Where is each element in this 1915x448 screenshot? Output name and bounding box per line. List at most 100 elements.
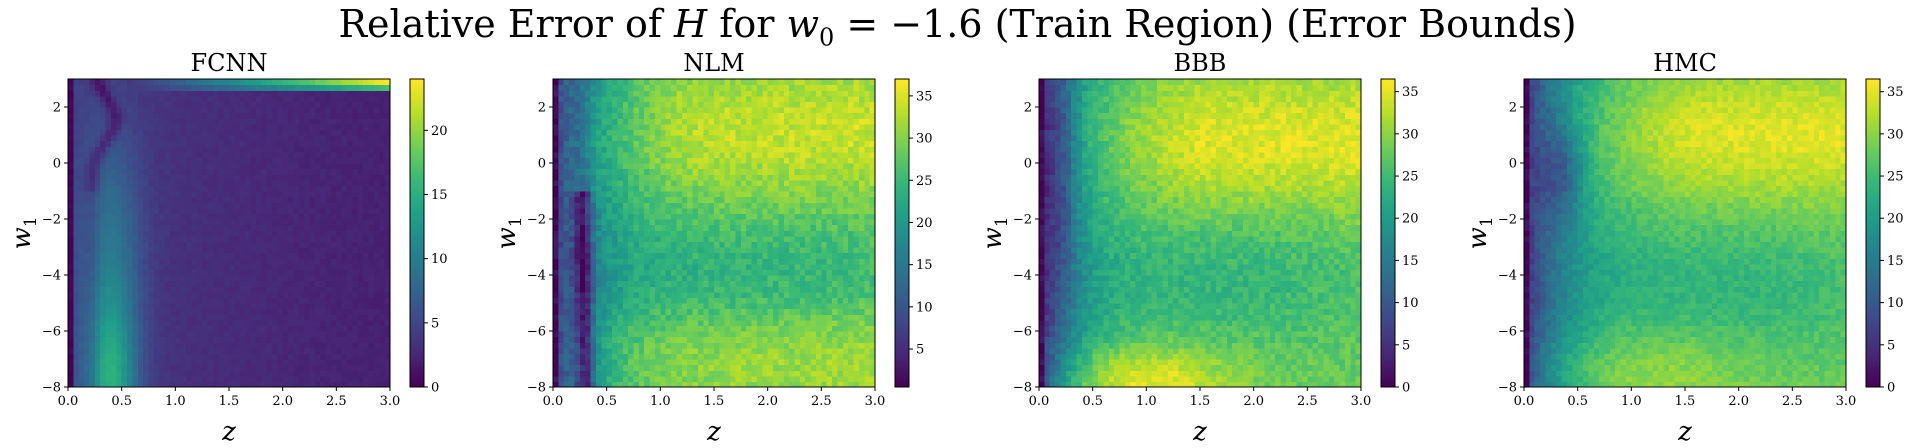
heatmap-cell: [282, 174, 289, 181]
heatmap-cell: [84, 247, 91, 254]
heatmap-cell: [89, 168, 96, 175]
heatmap-cell: [110, 314, 117, 321]
heatmap-cell: [309, 207, 316, 214]
heatmap-cell: [687, 202, 694, 209]
heatmap-cell: [671, 319, 678, 326]
heatmap-cell: [309, 90, 316, 97]
heatmap-cell: [687, 375, 694, 382]
heatmap-cell: [336, 213, 343, 220]
colorbar-segment: [410, 99, 424, 103]
heatmap-cell: [574, 140, 581, 147]
heatmap-cell: [357, 252, 364, 259]
heatmap-cell: [121, 219, 128, 226]
heatmap-cell: [186, 146, 193, 153]
heatmap-cell: [271, 101, 278, 108]
heatmap-cell: [606, 291, 613, 298]
heatmap-cell: [293, 247, 300, 254]
heatmap-cell: [309, 151, 316, 158]
heatmap-cell: [148, 275, 155, 282]
heatmap-cell: [137, 370, 144, 377]
heatmap-cell: [304, 235, 311, 242]
heatmap-cell: [330, 314, 337, 321]
heatmap-cell: [255, 163, 262, 170]
heatmap-cell: [277, 90, 284, 97]
heatmap-cell: [585, 107, 592, 114]
heatmap-cell: [671, 101, 678, 108]
heatmap-cell: [601, 140, 608, 147]
heatmap-cell: [671, 241, 678, 248]
heatmap-cell: [293, 235, 300, 242]
heatmap-cell: [288, 213, 294, 220]
heatmap-cell: [347, 275, 354, 282]
colorbar-segment: [410, 340, 424, 344]
heatmap-cell: [341, 230, 348, 237]
heatmap-cell: [266, 375, 273, 382]
heatmap-cell: [579, 364, 586, 371]
heatmap-cell: [94, 146, 101, 153]
heatmap-cell: [255, 342, 262, 349]
heatmap-cell: [218, 286, 225, 293]
heatmap-cell: [207, 347, 214, 354]
heatmap-cell: [169, 319, 176, 326]
heatmap-cell: [379, 163, 386, 170]
heatmap-cell: [169, 219, 176, 226]
heatmap-cell: [105, 118, 112, 125]
heatmap-cell: [590, 191, 597, 198]
heatmap-cell: [363, 163, 370, 170]
heatmap-cell: [612, 84, 618, 91]
heatmap-cell: [612, 140, 618, 147]
heatmap-cell: [644, 95, 651, 102]
heatmap-cell: [622, 235, 629, 242]
heatmap-cell: [73, 319, 80, 326]
heatmap-cell: [282, 359, 289, 366]
heatmap-cell: [590, 336, 597, 343]
heatmap-cell: [563, 79, 570, 86]
heatmap-cell: [671, 84, 678, 91]
colorbar-segment: [410, 79, 424, 83]
heatmap-cell: [579, 336, 586, 343]
heatmap-cell: [357, 179, 364, 186]
heatmap-cell: [94, 174, 101, 181]
heatmap-cell: [84, 123, 91, 130]
heatmap-cell: [298, 79, 305, 86]
heatmap-cell: [697, 314, 704, 321]
heatmap-cell: [245, 107, 252, 114]
heatmap-cell: [137, 95, 144, 102]
heatmap-cell: [563, 90, 570, 97]
heatmap-cell: [73, 107, 80, 114]
heatmap-cell: [116, 95, 123, 102]
heatmap-cell: [298, 308, 305, 315]
heatmap-cell: [363, 135, 370, 142]
heatmap-cell: [612, 163, 618, 170]
heatmap-cell: [78, 140, 85, 147]
heatmap-cell: [579, 207, 586, 214]
heatmap-cell: [633, 280, 640, 287]
heatmap-cell: [553, 280, 559, 287]
heatmap-cell: [229, 353, 235, 360]
heatmap-cell: [638, 163, 645, 170]
heatmap-cell: [132, 370, 139, 377]
heatmap-cell: [595, 179, 602, 186]
heatmap-cell: [223, 196, 230, 203]
heatmap-cell: [309, 146, 316, 153]
heatmap-cell: [676, 381, 683, 388]
heatmap-cell: [223, 342, 230, 349]
heatmap-cell: [330, 252, 337, 259]
heatmap-cell: [223, 235, 230, 242]
heatmap-cell: [245, 123, 252, 130]
heatmap-cell: [347, 129, 354, 136]
heatmap-cell: [304, 123, 311, 130]
heatmap-cell: [553, 219, 559, 226]
heatmap-cell: [373, 319, 380, 326]
heatmap-cell: [569, 381, 576, 388]
colorbar-segment: [410, 163, 424, 167]
heatmap-cell: [148, 95, 155, 102]
heatmap-cell: [234, 123, 241, 130]
heatmap-cell: [574, 359, 581, 366]
heatmap-cell: [105, 364, 112, 371]
heatmap-cell: [261, 219, 268, 226]
heatmap-cell: [223, 291, 230, 298]
heatmap-cell: [277, 364, 284, 371]
heatmap-cell: [649, 364, 656, 371]
heatmap-cell: [553, 331, 559, 338]
